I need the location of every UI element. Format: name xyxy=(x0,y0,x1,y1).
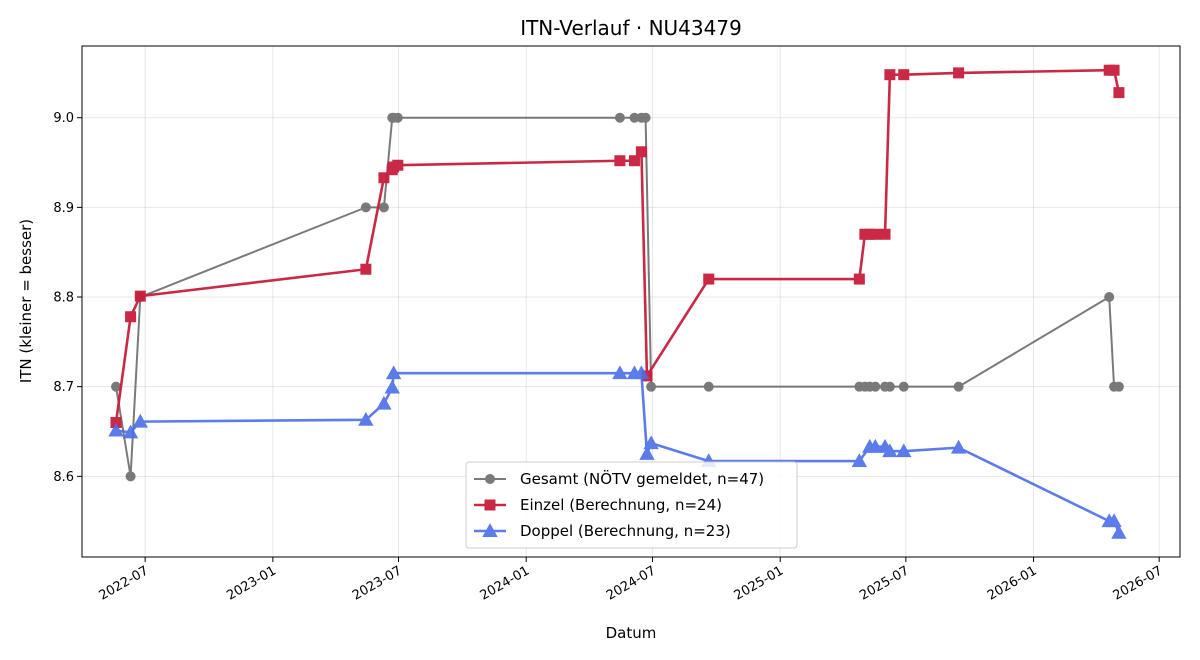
data-point xyxy=(385,365,402,380)
legend-swatch xyxy=(474,523,506,537)
data-point xyxy=(132,413,148,428)
legend-marker xyxy=(484,499,496,511)
data-point xyxy=(122,424,139,439)
y-tick-label: 8.8 xyxy=(53,291,74,306)
data-point xyxy=(392,159,404,171)
data-point xyxy=(378,202,389,213)
data-point xyxy=(879,228,891,240)
data-point xyxy=(869,228,881,240)
legend-entry: Doppel (Berechnung, n=23) xyxy=(520,522,731,540)
data-point xyxy=(1108,64,1120,76)
data-point xyxy=(646,381,657,392)
legend-entry: Einzel (Berechnung, n=24) xyxy=(520,496,722,514)
legend-marker xyxy=(482,523,498,537)
data-point xyxy=(360,202,371,213)
data-point xyxy=(635,146,647,158)
data-point xyxy=(360,263,372,275)
data-point xyxy=(628,155,640,167)
x-axis-label: Datum xyxy=(606,624,657,642)
data-point xyxy=(898,69,910,81)
data-point xyxy=(392,112,403,123)
legend: Gesamt (NÖTV gemeldet, n=47) Einzel (Bere… xyxy=(465,461,798,549)
data-point xyxy=(1104,292,1115,303)
data-point xyxy=(870,381,881,392)
data-point xyxy=(640,112,651,123)
data-point xyxy=(614,112,625,123)
data-point xyxy=(884,381,895,392)
series-layer xyxy=(108,64,1127,539)
data-point xyxy=(950,439,967,454)
data-point xyxy=(125,311,137,323)
y-axis-label: ITN (kleiner = besser) xyxy=(17,219,35,383)
data-point xyxy=(384,379,400,394)
data-point xyxy=(1113,87,1125,99)
series-triangle xyxy=(108,365,1127,539)
y-tick-label: 8.6 xyxy=(53,470,74,485)
data-point xyxy=(643,435,659,450)
data-point xyxy=(703,273,715,285)
legend-swatch xyxy=(474,474,506,484)
plot-frame xyxy=(81,45,1181,558)
data-point xyxy=(953,381,964,392)
data-point xyxy=(108,422,124,437)
data-point xyxy=(612,365,628,380)
legend-box xyxy=(465,461,798,549)
data-point xyxy=(125,471,136,482)
data-point xyxy=(134,290,146,302)
data-point xyxy=(1111,524,1127,539)
data-point xyxy=(378,172,390,184)
y-tick-label: 9.0 xyxy=(53,111,74,126)
legend-marker xyxy=(485,474,495,484)
data-point xyxy=(376,395,392,410)
data-point xyxy=(853,273,865,285)
series-line xyxy=(114,68,1121,423)
data-point xyxy=(703,381,714,392)
chart-title: ITN-Verlauf · NU43479 xyxy=(520,16,742,40)
data-point xyxy=(882,443,898,458)
data-point xyxy=(633,365,650,380)
data-point xyxy=(898,381,909,392)
data-point xyxy=(884,69,896,81)
data-point xyxy=(867,438,883,453)
data-point xyxy=(851,453,868,468)
data-point xyxy=(1113,381,1124,392)
y-axis-ticks: 8.6 8.7 8.8 8.9 9.0 xyxy=(53,111,82,485)
y-tick-label: 8.9 xyxy=(53,201,74,216)
data-point xyxy=(614,155,626,167)
y-tick-label: 8.7 xyxy=(53,380,74,395)
data-point xyxy=(111,381,122,392)
legend-entry: Gesamt (NÖTV gemeldet, n=47) xyxy=(520,469,764,488)
data-point xyxy=(1106,513,1122,528)
data-point xyxy=(358,411,374,426)
legend-swatch xyxy=(474,499,506,511)
data-point xyxy=(639,446,655,460)
data-point xyxy=(953,67,965,79)
data-point xyxy=(896,443,912,458)
